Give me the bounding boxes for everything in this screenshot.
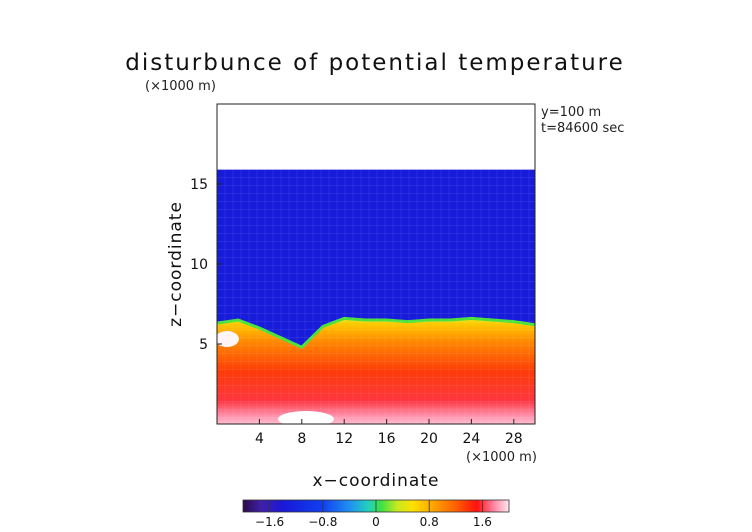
boundary-layer-edge [217,316,535,349]
x-tick-label: 28 [505,431,523,447]
chart-title: disturbunce of potential temperature [125,50,625,76]
y-tick-label: 15 [190,177,208,193]
x-tick-label: 20 [420,431,438,447]
warm-bubble-left [217,331,239,347]
colorbar-tick-label: −1.6 [255,515,284,529]
x-tick-label: 24 [462,431,480,447]
annotation-t: t=84600 sec [541,121,624,136]
colorbar-tick-label: 1.6 [473,515,492,529]
x-unit-label: (×1000 m) [466,450,537,465]
x-tick-label: 8 [297,431,306,447]
y-axis-label: z−coordinate [166,201,186,327]
x-axis-label: x−coordinate [313,471,440,491]
colorbar-ticks: −1.6 −0.8 0 0.8 1.6 [255,500,492,529]
annotation-y: y=100 m [541,105,601,120]
plot-grid [217,169,535,424]
colorbar-tick-label: 0.8 [420,515,439,529]
boundary-layer-region [217,318,535,424]
y-tick-label: 10 [190,257,208,273]
colorbar-tick-label: −0.8 [308,515,337,529]
plot-area [217,104,535,424]
y-axis: 5 10 15 [190,177,222,353]
z-unit-label: (×1000 m) [145,79,216,94]
colorbar-tick-label: 0 [372,515,380,529]
y-tick-label: 5 [199,337,208,353]
x-tick-label: 4 [255,431,264,447]
x-tick-label: 12 [335,431,353,447]
surface-warm-spot [278,411,334,424]
x-axis: 4 8 12 16 20 24 28 [255,419,523,447]
x-tick-label: 16 [378,431,396,447]
